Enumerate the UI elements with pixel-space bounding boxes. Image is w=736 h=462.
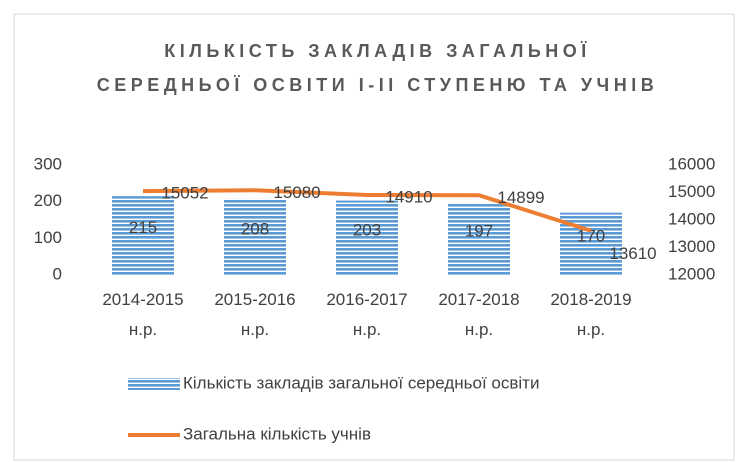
bar [336,200,398,275]
bar [448,202,510,275]
line-value-label: 15052 [161,184,208,203]
line-value-label: 13610 [609,244,656,263]
x-tick-label: 2015-2016 н.р. [214,290,296,339]
y-tick-label: 100 [34,228,62,247]
line-value-label: 15080 [273,183,320,202]
bar-value-label: 203 [353,220,381,239]
bar-value-label: 197 [465,221,493,240]
bar-value-label: 215 [129,218,157,237]
chart-border [13,13,735,461]
line [142,188,592,233]
line-value-label: 14899 [497,188,544,207]
chart-title: КІЛЬКІСТЬ ЗАКЛАДІВ ЗАГАЛЬНОЇ СЕРЕДНЬОЇ О… [96,41,659,95]
x-tick-label: 2018-2019 н.р. [550,290,632,339]
y2-tick-label: 14000 [668,209,715,228]
x-tick-label: 2014-2015 н.р. [102,290,184,339]
y-tick-label: 0 [53,264,62,283]
bar-value-label: 208 [241,219,269,238]
bar [112,196,174,275]
line-value-label: 14910 [385,187,432,206]
x-tick-label: 2016-2017 н.р. [326,290,408,339]
y2-tick-label: 15000 [668,182,715,201]
y2-tick-label: 12000 [668,264,715,283]
legend-swatch [128,378,180,390]
y2-tick-label: 16000 [668,154,715,173]
x-tick-label: 2017-2018 н.р. [438,290,520,339]
bar-value-label: 170 [577,226,605,245]
y2-tick-label: 13000 [668,237,715,256]
legend-label: Загальна кількість учнів [183,424,371,443]
legend-label: Кількість закладів загальної середньої о… [183,373,539,392]
bar [224,198,286,275]
y-tick-label: 300 [34,154,62,173]
y-tick-label: 200 [34,191,62,210]
